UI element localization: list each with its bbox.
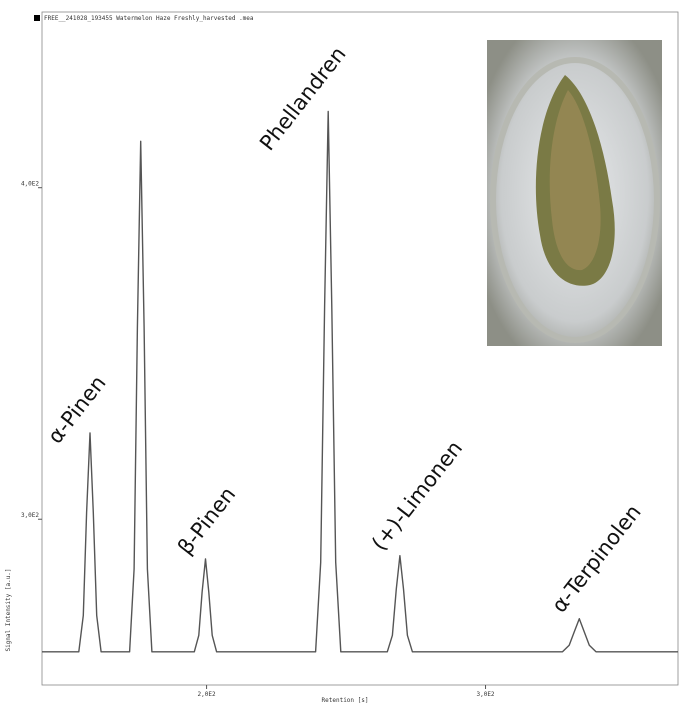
peak-annotation: α-Terpinolen: [547, 500, 646, 617]
chart: FREE__241028_193455 Watermelon Haze Fres…: [0, 0, 679, 704]
x-tick-label: 3,0E2: [476, 691, 494, 698]
x-tick-label: 2,0E2: [198, 691, 216, 698]
header: FREE__241028_193455 Watermelon Haze Fres…: [44, 15, 254, 22]
peak-annotation: (+)-Limonen: [367, 436, 467, 555]
header-marker: [34, 15, 40, 21]
photo: [487, 40, 662, 346]
peak-annotation: β-Pinen: [173, 482, 240, 559]
peak-annotation: α-Pinen: [43, 371, 111, 448]
y-tick-label: 3,0E2: [21, 512, 39, 519]
peak-annotation: Phellandren: [255, 42, 351, 155]
y-tick-label: 4,0E2: [21, 181, 39, 188]
y-axis-label: Signal Intensity [a.u.]: [5, 568, 12, 651]
x-axis-label: Retention [s]: [322, 697, 369, 704]
